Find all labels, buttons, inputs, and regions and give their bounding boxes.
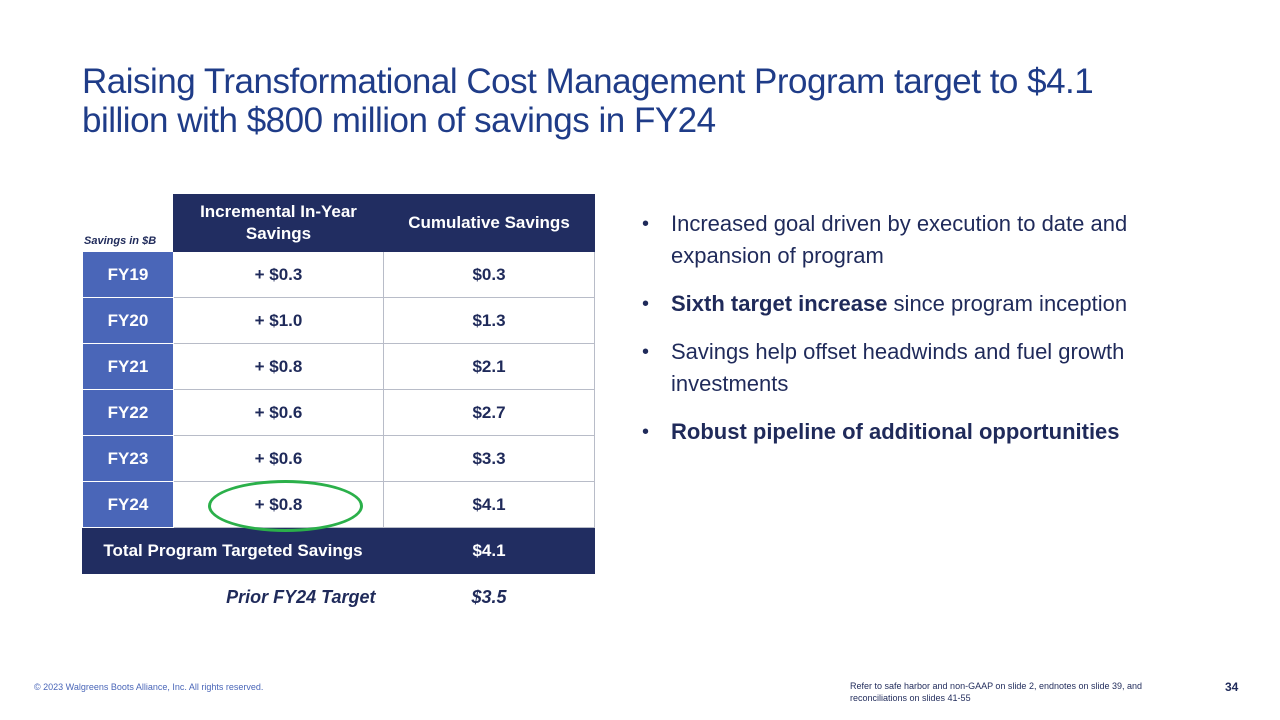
- table-row: FY20 + $1.0 $1.3: [82, 297, 595, 344]
- total-row: Total Program Targeted Savings $4.1: [82, 527, 595, 574]
- row-incremental: + $1.0: [173, 297, 384, 344]
- row-year: FY20: [82, 297, 174, 344]
- row-year: FY23: [82, 435, 174, 482]
- row-cumulative: $3.3: [383, 435, 595, 482]
- slide-title: Raising Transformational Cost Management…: [82, 62, 1094, 140]
- total-label: Total Program Targeted Savings: [82, 527, 384, 574]
- header-incremental: Incremental In-Year Savings: [173, 194, 384, 252]
- bullet-item: Savings help offset headwinds and fuel g…: [640, 336, 1200, 400]
- bullet-item: Increased goal driven by execution to da…: [640, 208, 1200, 272]
- bullet-list: Increased goal driven by execution to da…: [640, 208, 1200, 464]
- table-row: FY23 + $0.6 $3.3: [82, 435, 595, 482]
- row-cumulative: $2.1: [383, 343, 595, 390]
- header-blank-cell: [83, 195, 174, 252]
- prior-target-value: $3.5: [471, 587, 507, 608]
- units-label: Savings in $B: [84, 235, 157, 247]
- prior-target-label: Prior FY24 Target: [226, 587, 376, 608]
- row-cumulative: $0.3: [383, 251, 595, 298]
- row-cumulative: $1.3: [383, 297, 595, 344]
- bullet-item: Robust pipeline of additional opportunit…: [640, 416, 1200, 448]
- bullet-bold: Sixth target increase: [671, 291, 888, 316]
- table-row: FY19 + $0.3 $0.3: [82, 251, 595, 298]
- row-incremental: + $0.6: [173, 435, 384, 482]
- bullet-text: Increased goal driven by execution to da…: [671, 211, 1128, 268]
- bullet-item: Sixth target increase since program ince…: [640, 288, 1200, 320]
- page-number: 34: [1225, 680, 1239, 694]
- copyright-notice: © 2023 Walgreens Boots Alliance, Inc. Al…: [34, 682, 264, 692]
- row-cumulative: $4.1: [383, 481, 595, 528]
- table-row: FY21 + $0.8 $2.1: [82, 343, 595, 390]
- row-year: FY21: [82, 343, 174, 390]
- bullet-text: since program inception: [887, 291, 1128, 316]
- row-incremental: + $0.8: [173, 343, 384, 390]
- row-cumulative: $2.7: [383, 389, 595, 436]
- table-row: FY22 + $0.6 $2.7: [82, 389, 595, 436]
- row-year: FY24: [82, 481, 174, 528]
- highlight-ring: [208, 480, 363, 532]
- row-incremental: + $0.6: [173, 389, 384, 436]
- footnote: Refer to safe harbor and non-GAAP on sli…: [850, 681, 1143, 703]
- total-value: $4.1: [383, 527, 595, 574]
- bullet-text: Savings help offset headwinds and fuel g…: [671, 339, 1125, 396]
- header-cumulative: Cumulative Savings: [383, 194, 595, 252]
- savings-table: Incremental In-Year Savings Cumulative S…: [82, 194, 595, 622]
- bullet-bold: Robust pipeline of additional opportunit…: [671, 419, 1120, 444]
- prior-target-row: Prior FY24 Target $3.5: [83, 574, 595, 622]
- row-year: FY19: [82, 251, 174, 298]
- table-header-row: Incremental In-Year Savings Cumulative S…: [83, 194, 595, 252]
- row-year: FY22: [82, 389, 174, 436]
- row-incremental: + $0.3: [173, 251, 384, 298]
